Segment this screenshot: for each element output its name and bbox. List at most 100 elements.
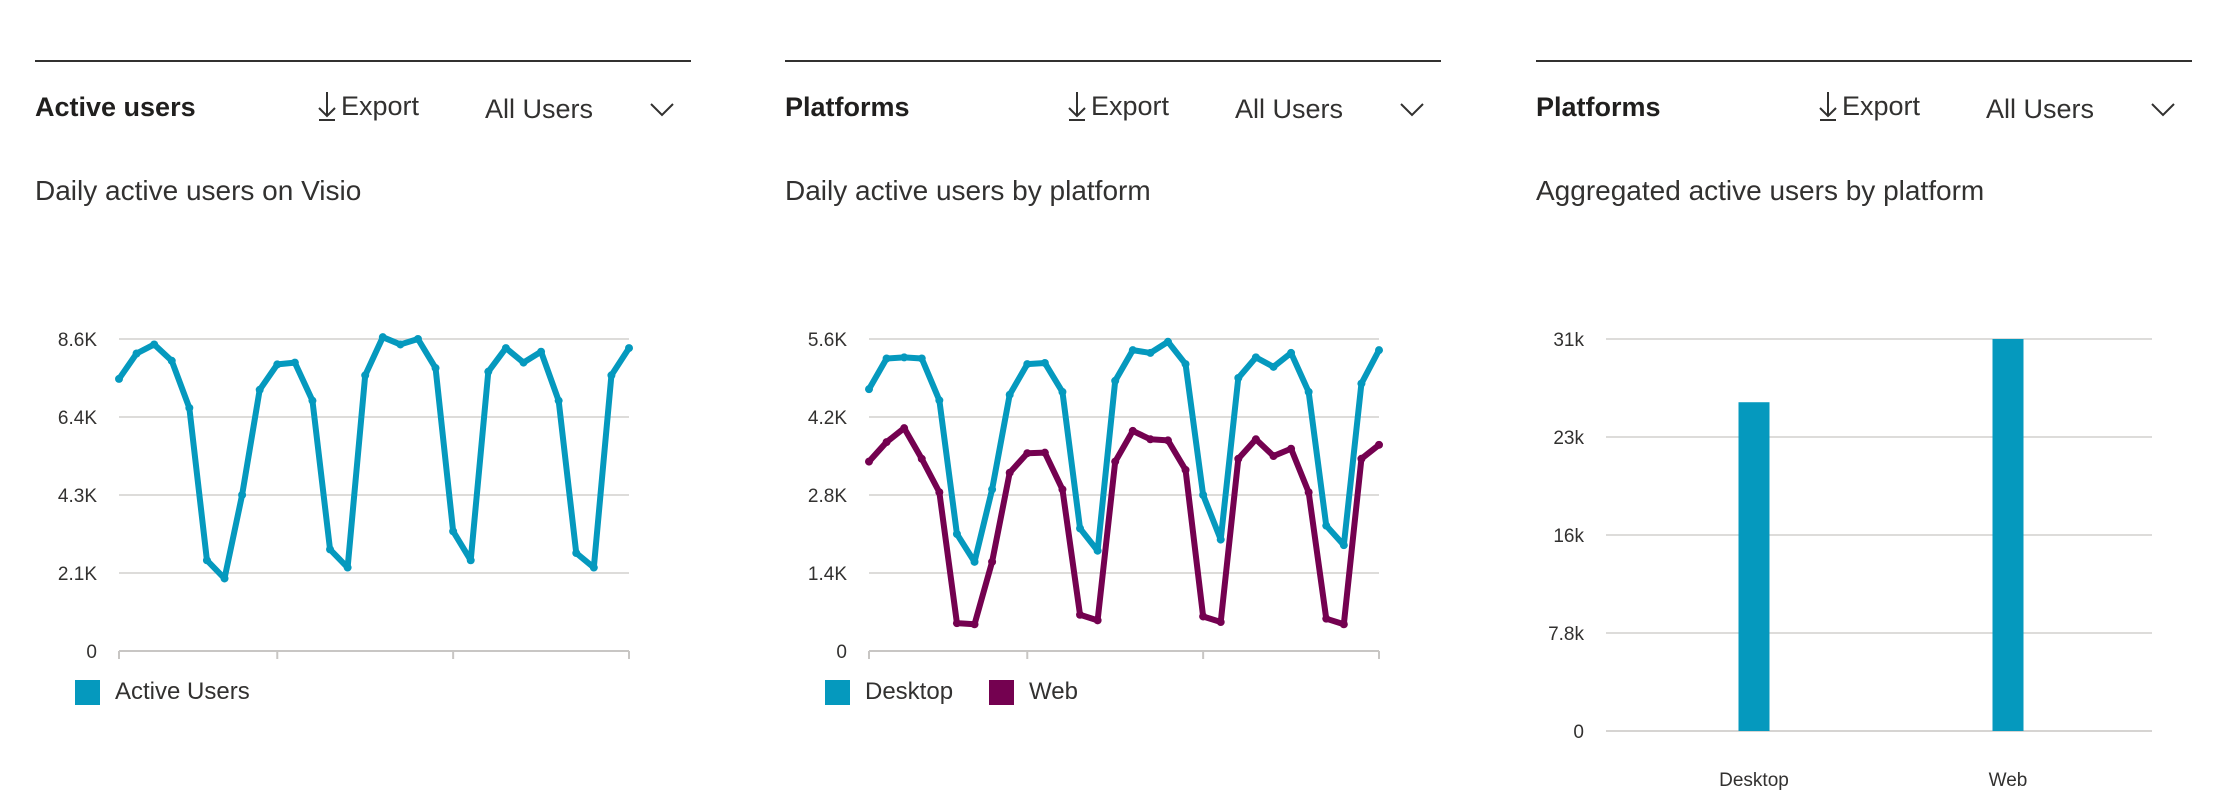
data-point[interactable] [132,349,141,358]
data-point[interactable] [167,356,176,365]
data-point[interactable] [238,491,247,499]
data-point[interactable] [1163,436,1172,445]
data-point[interactable] [1375,346,1383,355]
data-point[interactable] [900,353,909,362]
export-button[interactable]: Export [1067,90,1169,122]
data-point[interactable] [572,549,581,558]
data-point[interactable] [1058,485,1067,494]
data-point[interactable] [220,574,229,583]
data-point[interactable] [917,454,926,463]
legend-item-active-users[interactable]: Active Users [75,678,250,706]
data-point[interactable] [1216,535,1225,544]
data-point[interactable] [1040,358,1049,367]
data-point[interactable] [273,360,282,369]
data-point[interactable] [431,364,440,373]
data-point[interactable] [1269,452,1278,460]
data-point[interactable] [1339,620,1348,629]
data-point[interactable] [413,335,422,343]
series-line-web[interactable] [866,425,1382,628]
data-point[interactable] [255,385,264,394]
data-point[interactable] [202,556,211,565]
data-point[interactable] [1023,360,1032,369]
data-point[interactable] [882,354,891,363]
data-point[interactable] [607,371,616,380]
data-point[interactable] [1339,541,1348,550]
data-point[interactable] [970,620,979,629]
data-point[interactable] [1093,546,1102,555]
data-point[interactable] [1375,440,1383,449]
data-point[interactable] [1111,376,1120,385]
series-line-desktop[interactable] [866,338,1382,565]
data-point[interactable] [449,527,458,536]
data-point[interactable] [1181,465,1190,474]
bar-desktop[interactable] [1738,402,1770,731]
data-point[interactable] [361,371,370,380]
data-point[interactable] [917,354,926,363]
data-point[interactable] [1128,346,1137,355]
export-button[interactable]: Export [1818,90,1920,122]
data-point[interactable] [501,344,510,353]
data-point[interactable] [988,485,997,494]
data-point[interactable] [1146,435,1155,444]
data-point[interactable] [1234,454,1243,463]
data-point[interactable] [484,367,493,376]
legend-item-desktop[interactable]: Desktop [825,678,953,706]
data-point[interactable] [935,488,944,497]
data-point[interactable] [1322,614,1331,623]
data-point[interactable] [865,385,873,394]
series-line-active-users[interactable] [116,334,632,582]
data-point[interactable] [537,347,546,356]
data-point[interactable] [1287,348,1296,357]
data-point[interactable] [935,396,944,405]
data-point[interactable] [1251,353,1260,362]
bar-web[interactable] [1992,339,2024,731]
data-point[interactable] [1163,337,1172,346]
data-point[interactable] [1005,390,1014,399]
user-filter-dropdown[interactable]: All Users [485,94,685,134]
data-point[interactable] [1234,374,1243,382]
data-point[interactable] [1357,454,1366,463]
data-point[interactable] [150,340,159,349]
data-point[interactable] [1058,387,1067,396]
user-filter-dropdown[interactable]: All Users [1986,94,2186,134]
data-point[interactable] [1076,524,1085,533]
data-point[interactable] [326,545,335,554]
data-point[interactable] [1304,387,1313,396]
data-point[interactable] [1216,618,1225,627]
data-point[interactable] [952,619,961,628]
data-point[interactable] [1269,362,1278,371]
data-point[interactable] [1146,348,1155,357]
data-point[interactable] [900,424,909,433]
data-point[interactable] [308,396,317,405]
data-point[interactable] [1322,521,1331,530]
data-point[interactable] [1199,612,1208,621]
data-point[interactable] [1093,616,1102,625]
data-point[interactable] [1357,379,1366,388]
data-point[interactable] [1076,610,1085,619]
data-point[interactable] [1251,435,1260,444]
data-point[interactable] [1128,426,1137,435]
data-point[interactable] [988,557,997,566]
data-point[interactable] [882,438,891,447]
data-point[interactable] [1199,491,1208,499]
data-point[interactable] [554,396,563,405]
user-filter-dropdown[interactable]: All Users [1235,94,1435,134]
data-point[interactable] [625,344,633,353]
legend-item-web[interactable]: Web [989,678,1078,706]
data-point[interactable] [115,374,123,383]
data-point[interactable] [1287,444,1296,453]
data-point[interactable] [865,457,873,466]
data-point[interactable] [1005,468,1014,477]
data-point[interactable] [1304,488,1313,497]
data-point[interactable] [1181,360,1190,369]
data-point[interactable] [589,563,598,572]
data-point[interactable] [952,530,961,538]
data-point[interactable] [343,563,352,572]
data-point[interactable] [466,556,475,565]
data-point[interactable] [378,333,387,342]
data-point[interactable] [1040,448,1049,457]
data-point[interactable] [519,358,528,367]
data-point[interactable] [396,340,405,349]
data-point[interactable] [1111,457,1120,466]
export-button[interactable]: Export [317,90,419,122]
